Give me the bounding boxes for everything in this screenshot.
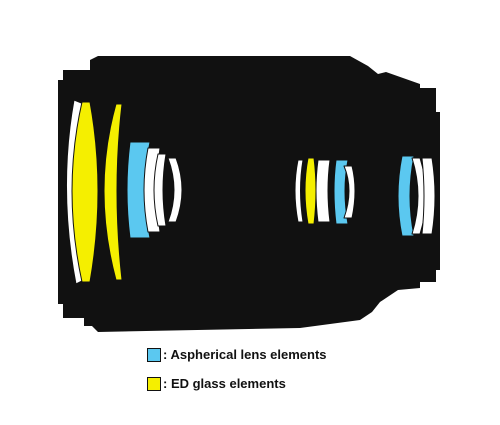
lens-barrel [63,56,440,332]
ed-glass-element-3 [304,157,317,225]
lens-element-group3-b [315,159,331,223]
aspherical-swatch [147,347,161,362]
lens-element-group2-b [153,153,167,227]
lens-element-group4-b [421,157,436,235]
aspherical-element-2 [333,159,349,225]
lens-element-group2-c [167,157,183,223]
legend-label-aspherical: : Aspherical lens elements [163,347,327,362]
ed-glass-element-2 [103,103,123,281]
lens-element-group3-c [343,165,356,219]
front-mount-ridge [58,80,68,304]
aspherical-element-3 [397,155,415,237]
legend-label-ed-glass: : ED glass elements [163,376,286,391]
ed-glass-element-1 [71,101,99,283]
legend-item-ed-glass: : ED glass elements [147,375,327,392]
legend-item-aspherical: : Aspherical lens elements [147,346,327,363]
lens-element-group3-a [294,159,304,223]
ed-glass-swatch [147,376,161,391]
legend: : Aspherical lens elements : ED glass el… [147,346,327,404]
